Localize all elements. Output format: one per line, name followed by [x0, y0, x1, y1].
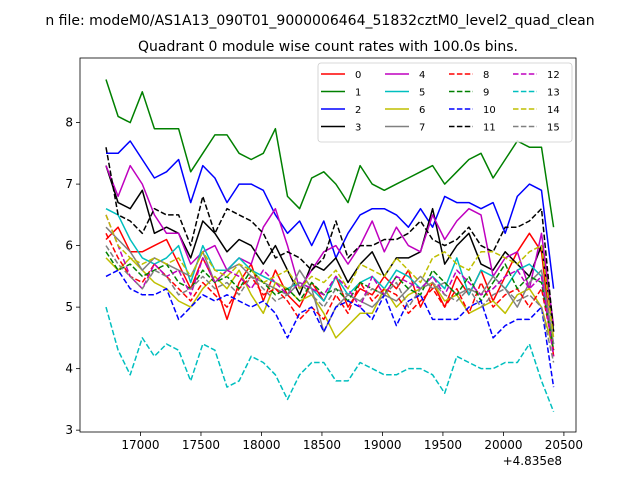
y-tick-label: 5	[65, 300, 73, 314]
legend-label-1: 1	[355, 88, 361, 99]
series-line-6	[105, 257, 555, 351]
legend-label-10: 10	[483, 105, 496, 116]
legend-label-9: 9	[483, 88, 489, 99]
y-tick-label: 7	[65, 177, 73, 191]
legend-box	[317, 62, 573, 143]
legend-label-5: 5	[419, 88, 425, 99]
series-line-1	[105, 79, 555, 228]
x-tick-label: 20500	[545, 438, 583, 452]
series-line-8	[105, 232, 555, 351]
series-line-13	[105, 306, 555, 412]
series-line-9	[105, 251, 555, 351]
legend-label-2: 2	[355, 105, 361, 116]
legend-label-8: 8	[483, 70, 489, 81]
x-tick-label: 18000	[242, 438, 280, 452]
x-axis: 17000 17500 18000 18500 19000 19500 20000 20500	[121, 432, 583, 452]
axes-frame	[79, 57, 577, 433]
legend-label-3: 3	[355, 123, 361, 134]
y-tick-label: 6	[65, 239, 73, 253]
series-layer	[105, 79, 555, 412]
y-tick-label: 4	[65, 362, 73, 376]
x-tick-label: 19000	[363, 438, 401, 452]
legend-label-15: 15	[547, 123, 560, 134]
chart-suptitle: n file: modeM0/AS1A13_090T01_9000006464_…	[45, 13, 594, 29]
series-line-12	[105, 214, 555, 357]
legend-label-14: 14	[547, 105, 560, 116]
x-tick-label: 17000	[121, 438, 159, 452]
x-tick-label: 18500	[303, 438, 341, 452]
series-line-4	[105, 164, 555, 326]
x-tick-label: 19500	[424, 438, 462, 452]
legend-label-7: 7	[419, 123, 425, 134]
series-line-11	[105, 147, 555, 332]
y-tick-label: 8	[65, 116, 73, 130]
chart-title: Quadrant 0 module wise count rates with …	[138, 39, 518, 55]
legend-label-0: 0	[355, 70, 361, 81]
x-offset-label: +4.835e8	[503, 454, 562, 468]
legend-label-13: 13	[547, 88, 560, 99]
series-line-5	[105, 208, 555, 345]
x-tick-label: 20000	[484, 438, 522, 452]
series-line-10	[105, 269, 555, 388]
series-line-14	[105, 214, 555, 338]
x-tick-label: 17500	[182, 438, 220, 452]
legend-label-12: 12	[547, 70, 560, 81]
series-line-15	[105, 245, 555, 363]
legend-label-4: 4	[419, 70, 425, 81]
y-tick-label: 3	[65, 423, 73, 437]
y-axis: 3 4 5 6 7 8	[65, 116, 80, 437]
legend-label-6: 6	[419, 105, 425, 116]
legend-label-11: 11	[483, 123, 496, 134]
